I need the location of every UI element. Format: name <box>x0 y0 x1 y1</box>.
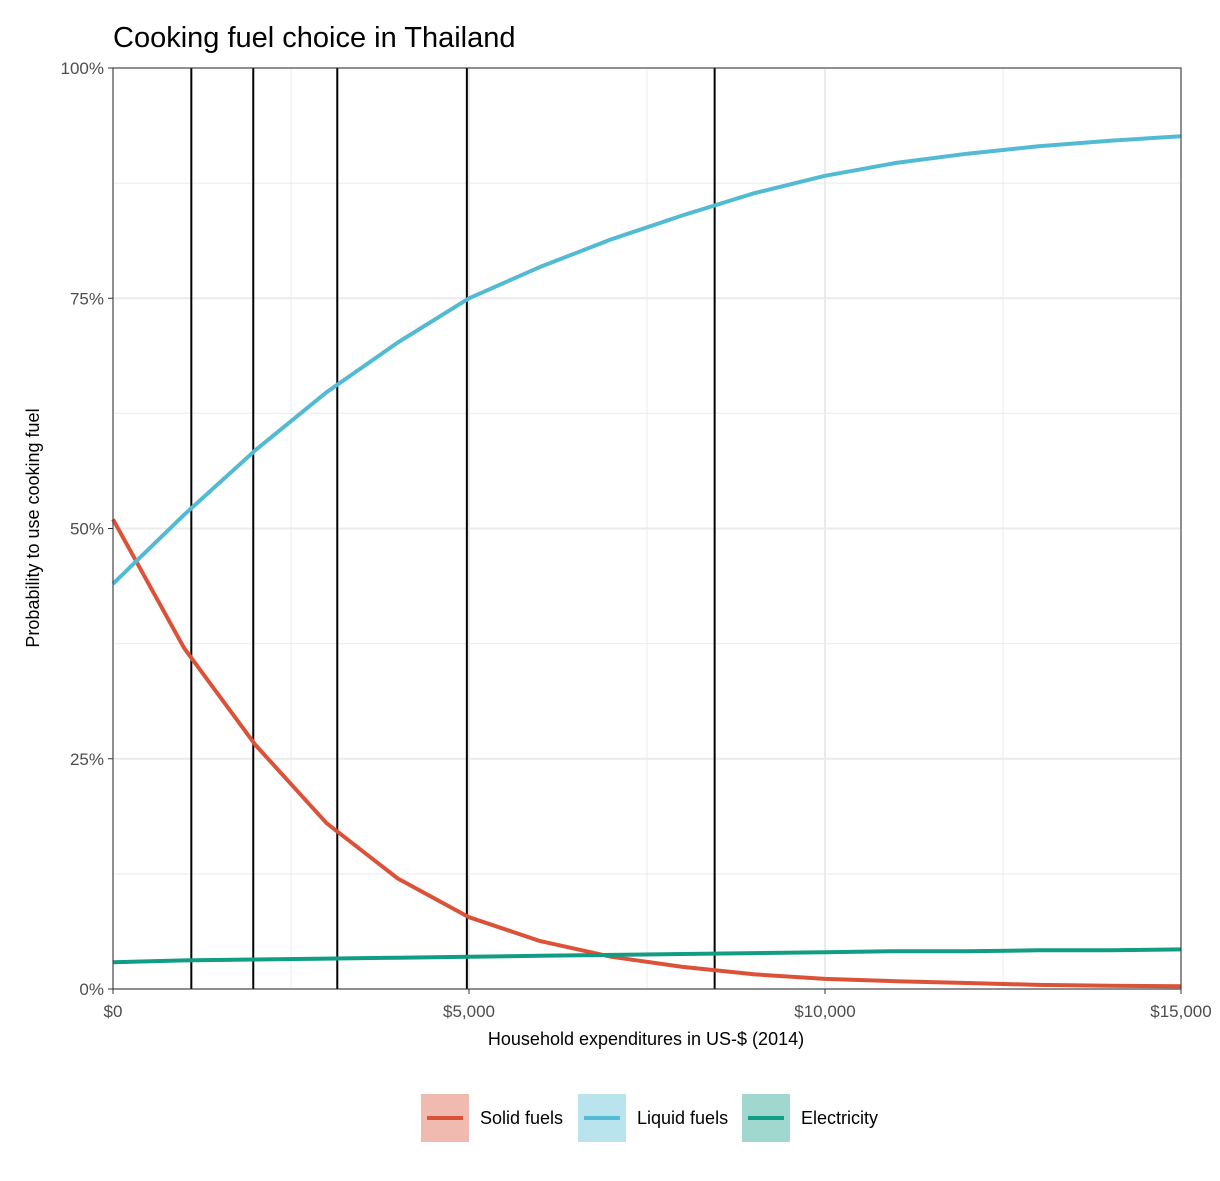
legend: Solid fuels Liquid fuels Electricity <box>421 1094 878 1142</box>
reference-lines <box>190 68 716 989</box>
x-axis-title: Household expenditures in US-$ (2014) <box>488 1029 804 1049</box>
series-line-liquid-fuels <box>111 134 1182 586</box>
series-lines <box>111 134 1182 989</box>
x-tick-label: $10,000 <box>794 1002 855 1021</box>
x-axis-ticks: $0 $5,000 $10,000 $15,000 <box>104 989 1212 1021</box>
y-tick-label: 50% <box>70 520 104 539</box>
y-tick-label: 75% <box>70 289 104 308</box>
x-tick-label: $15,000 <box>1150 1002 1211 1021</box>
series-line-electricity <box>112 947 1182 965</box>
legend-label-solid-fuels: Solid fuels <box>480 1108 563 1128</box>
y-tick-label: 25% <box>70 750 104 769</box>
gridlines <box>112 67 1182 990</box>
y-axis-title: Probability to use cooking fuel <box>23 408 43 647</box>
y-tick-label: 0% <box>79 980 104 999</box>
series-line-solid-fuels <box>111 518 1182 989</box>
x-tick-label: $5,000 <box>443 1002 495 1021</box>
y-axis-ticks: 0% 25% 50% 75% 100% <box>61 59 113 999</box>
y-tick-label: 100% <box>61 59 104 78</box>
x-tick-label: $0 <box>104 1002 123 1021</box>
chart-title: Cooking fuel choice in Thailand <box>113 22 516 54</box>
legend-label-electricity: Electricity <box>801 1108 878 1128</box>
legend-label-liquid-fuels: Liquid fuels <box>637 1108 728 1128</box>
